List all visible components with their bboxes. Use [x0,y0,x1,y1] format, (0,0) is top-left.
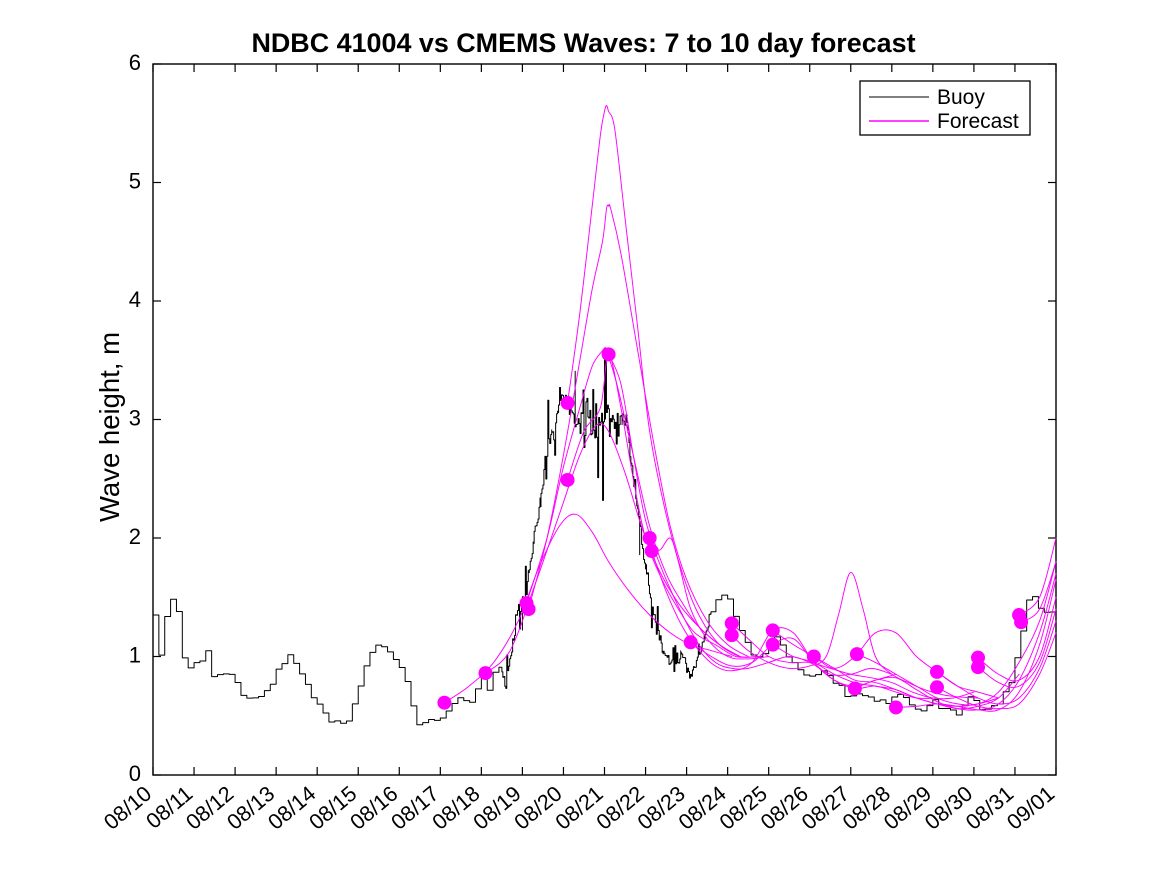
svg-text:2: 2 [129,524,141,549]
svg-text:3: 3 [129,406,141,431]
svg-text:1: 1 [129,643,141,668]
svg-text:09/01: 09/01 [1002,781,1059,835]
svg-text:6: 6 [129,50,141,75]
svg-text:5: 5 [129,169,141,194]
svg-text:4: 4 [129,287,141,312]
